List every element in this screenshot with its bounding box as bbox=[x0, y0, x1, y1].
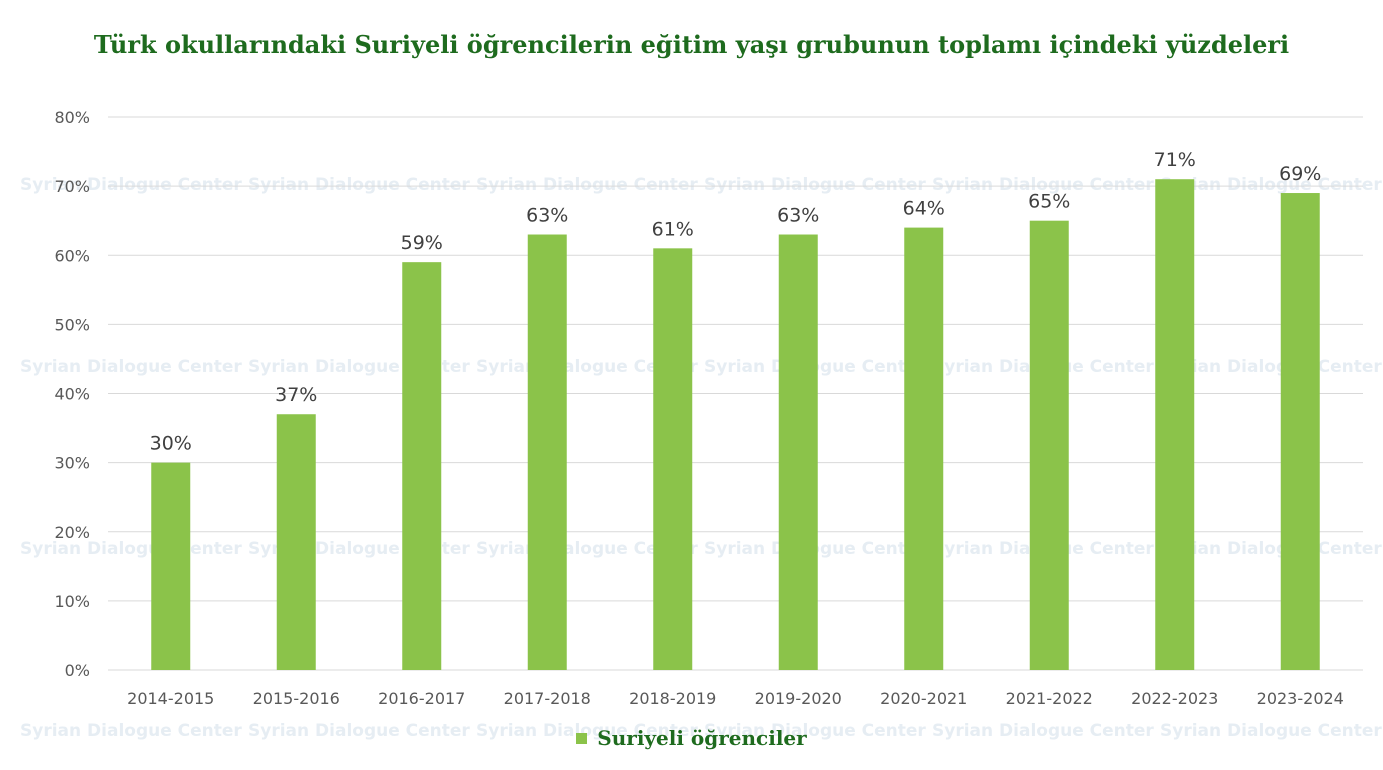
watermark-text: Syrian Dialogue Center bbox=[932, 721, 1154, 741]
watermark-text: Syrian Dialogue Center bbox=[20, 721, 242, 741]
watermark-text: Syrian Dialogue Center bbox=[1160, 539, 1382, 559]
x-tick-label: 2015-2016 bbox=[253, 689, 340, 708]
data-label: 71% bbox=[1154, 149, 1196, 171]
y-tick-label: 50% bbox=[54, 315, 90, 334]
x-tick-label: 2022-2023 bbox=[1131, 689, 1218, 708]
bar bbox=[402, 262, 442, 670]
bar bbox=[1280, 193, 1320, 670]
legend-label: Suriyeli öğrenciler bbox=[597, 726, 807, 750]
data-label: 64% bbox=[903, 198, 945, 220]
y-tick-label: 10% bbox=[54, 592, 90, 611]
bar bbox=[778, 234, 818, 670]
y-tick-label: 30% bbox=[54, 454, 90, 473]
legend: Suriyeli öğrenciler bbox=[0, 726, 1383, 750]
watermark-text: Syrian Dialogue Center bbox=[1160, 175, 1382, 195]
data-label: 61% bbox=[652, 218, 694, 240]
chart-title: Türk okullarındaki Suriyeli öğrencilerin… bbox=[93, 30, 1290, 59]
watermark-text: Syrian Dialogue Center bbox=[20, 539, 242, 559]
x-tick-label: 2014-2015 bbox=[127, 689, 214, 708]
legend-swatch bbox=[576, 732, 588, 744]
watermark-text: Syrian Dialogue Center bbox=[1160, 357, 1382, 377]
x-tick-label: 2020-2021 bbox=[880, 689, 967, 708]
gridlines bbox=[108, 116, 1363, 671]
bars bbox=[151, 179, 1320, 670]
watermark-text: Syrian Dialogue Center bbox=[704, 721, 926, 741]
y-tick-label: 40% bbox=[54, 385, 90, 404]
y-tick-label: 20% bbox=[54, 523, 90, 542]
x-tick-label: 2016-2017 bbox=[378, 689, 465, 708]
bar bbox=[904, 227, 944, 670]
x-tick-label: 2018-2019 bbox=[629, 689, 716, 708]
bar bbox=[276, 414, 316, 670]
bar bbox=[1155, 179, 1195, 670]
data-label: 63% bbox=[777, 205, 819, 227]
bar bbox=[1029, 220, 1069, 670]
watermark-text: Syrian Dialogue Center bbox=[704, 175, 926, 195]
bar bbox=[151, 462, 191, 670]
watermark-text: Syrian Dialogue Center bbox=[476, 175, 698, 195]
watermark-text: Syrian Dialogue Center bbox=[20, 175, 242, 195]
data-label: 65% bbox=[1028, 191, 1070, 213]
y-tick-label: 60% bbox=[54, 246, 90, 265]
data-label: 59% bbox=[401, 232, 443, 254]
data-label: 69% bbox=[1279, 163, 1321, 185]
data-label: 63% bbox=[526, 205, 568, 227]
bar bbox=[653, 248, 693, 670]
watermark-text: Syrian Dialogue Center bbox=[1160, 721, 1382, 741]
watermark-text: Syrian Dialogue Center bbox=[248, 721, 470, 741]
y-axis-ticks: 0% 10% 20% 30% 40% 50% 60% 70% 80% bbox=[54, 108, 90, 680]
x-axis-ticks: 2014-2015 2015-2016 2016-2017 2017-2018 2018… bbox=[127, 689, 1344, 708]
data-labels: 30% 37% 59% 63% 61% 63% 64% 65% 71% 69% bbox=[150, 149, 1322, 454]
x-tick-label: 2021-2022 bbox=[1006, 689, 1093, 708]
x-tick-label: 2019-2020 bbox=[755, 689, 842, 708]
watermark-text: Syrian Dialogue Center bbox=[20, 357, 242, 377]
y-tick-label: 0% bbox=[65, 661, 90, 680]
watermark-text: Syrian Dialogue Center bbox=[476, 721, 698, 741]
data-label: 30% bbox=[150, 433, 192, 455]
watermark-text: Syrian Dialogue Center bbox=[932, 175, 1154, 195]
y-tick-label: 80% bbox=[54, 108, 90, 127]
x-tick-label: 2023-2024 bbox=[1257, 689, 1344, 708]
x-tick-label: 2017-2018 bbox=[504, 689, 591, 708]
bar bbox=[527, 234, 567, 670]
y-tick-label: 70% bbox=[54, 177, 90, 196]
data-label: 37% bbox=[275, 384, 317, 406]
watermark-text: Syrian Dialogue Center bbox=[248, 175, 470, 195]
